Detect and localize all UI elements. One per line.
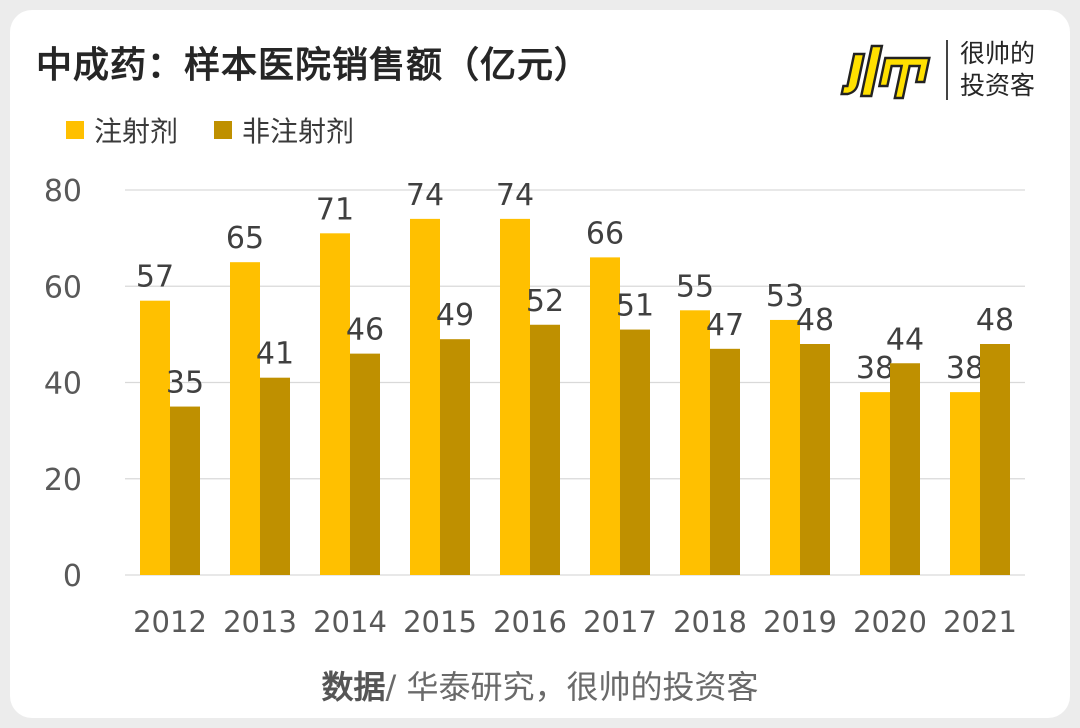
data-label-injection-2017: 66: [586, 216, 624, 251]
brand-mark-icon: [840, 44, 931, 100]
source-text: / 华泰研究，很帅的投资客: [385, 668, 759, 706]
bar-chart: 0 20 40 60 80 57 35 2012 65 41 2013 71 46 2014 74 49 201…: [44, 174, 1025, 639]
legend-item-non-injection: 非注射剂: [214, 110, 354, 150]
bar-injection-2018: [680, 310, 710, 575]
bar-injection-2014: [320, 233, 350, 575]
data-label-injection-2018: 55: [676, 269, 714, 304]
x-tick-label: 2013: [223, 605, 297, 639]
data-label-non-injection-2014: 46: [346, 313, 384, 348]
data-label-injection-2020: 38: [856, 351, 894, 386]
data-label-non-injection-2013: 41: [256, 337, 294, 372]
data-label-non-injection-2021: 48: [976, 303, 1014, 338]
chart-card: 中成药：样本医院销售额（亿元） 注射剂 非注射剂 很帅的 投资客 0 20 40 60…: [10, 10, 1070, 718]
data-label-non-injection-2015: 49: [436, 298, 474, 333]
y-tick-label: 80: [44, 174, 82, 209]
bar-injection-2012: [140, 300, 170, 575]
bar-non-injection-2014: [350, 353, 380, 575]
logo-text: 很帅的 投资客: [960, 38, 1035, 102]
x-tick-label: 2020: [853, 605, 927, 639]
bar-non-injection-2012: [170, 406, 200, 575]
bar-injection-2015: [410, 218, 440, 575]
bar-injection-2019: [770, 319, 800, 575]
bar-non-injection-2017: [620, 329, 650, 575]
bar-injection-2013: [230, 262, 260, 575]
logo-line-1: 很帅的: [960, 39, 1036, 68]
data-label-injection-2012: 57: [136, 260, 174, 295]
logo-divider: [946, 40, 948, 100]
bar-injection-2021: [950, 392, 980, 575]
legend-item-injection: 注射剂: [66, 110, 178, 150]
brand-logo: 很帅的 投资客: [838, 36, 1058, 112]
bar-non-injection-2019: [800, 344, 830, 575]
y-tick-label: 20: [44, 463, 82, 498]
x-tick-label: 2015: [403, 605, 477, 639]
data-label-injection-2019: 53: [766, 279, 804, 314]
bar-non-injection-2013: [260, 377, 290, 575]
y-tick-label: 40: [44, 367, 82, 402]
data-label-non-injection-2019: 48: [796, 303, 834, 338]
data-label-injection-2016: 74: [496, 178, 534, 213]
logo-line-2: 投资客: [960, 71, 1036, 100]
data-label-non-injection-2016: 52: [526, 284, 564, 319]
source-label: 数据: [321, 668, 386, 706]
bar-non-injection-2021: [980, 344, 1010, 575]
legend-label-non-injection: 非注射剂: [242, 115, 355, 148]
legend-swatch-injection: [66, 121, 84, 139]
legend-label-injection: 注射剂: [94, 115, 179, 148]
x-tick-label: 2017: [583, 605, 657, 639]
x-tick-label: 2018: [673, 605, 747, 639]
legend-swatch-non-injection: [214, 121, 233, 139]
data-label-non-injection-2012: 35: [166, 366, 204, 401]
bar-non-injection-2016: [530, 324, 560, 575]
data-label-non-injection-2020: 44: [886, 322, 924, 357]
data-label-non-injection-2017: 51: [616, 289, 654, 324]
x-tick-label: 2019: [763, 605, 837, 639]
bar-injection-2020: [860, 392, 890, 575]
data-label-injection-2021: 38: [946, 351, 984, 386]
bar-non-injection-2018: [710, 348, 740, 575]
source-note: 数据/ 华泰研究，很帅的投资客: [10, 662, 1070, 708]
data-label-injection-2015: 74: [406, 178, 444, 213]
bar-injection-2016: [500, 218, 530, 575]
data-label-injection-2013: 65: [226, 221, 264, 256]
data-label-injection-2014: 71: [316, 192, 354, 227]
bar-non-injection-2020: [890, 363, 920, 575]
x-tick-label: 2016: [493, 605, 567, 639]
data-label-non-injection-2018: 47: [706, 308, 744, 343]
x-tick-label: 2012: [133, 605, 207, 639]
y-tick-label: 0: [63, 559, 82, 594]
bar-non-injection-2015: [440, 339, 470, 575]
x-tick-label: 2021: [943, 605, 1017, 639]
chart-title: 中成药：样本医院销售额（亿元）: [36, 45, 592, 86]
legend: 注射剂 非注射剂: [66, 110, 390, 150]
y-tick-label: 60: [44, 270, 82, 305]
x-tick-label: 2014: [313, 605, 387, 639]
bar-injection-2017: [590, 257, 620, 575]
